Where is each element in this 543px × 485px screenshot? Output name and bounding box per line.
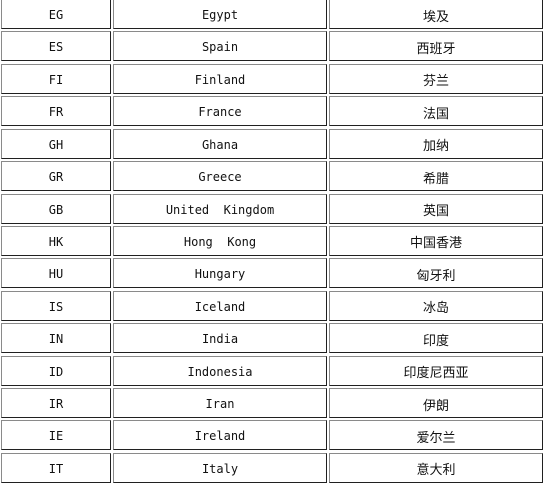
country-code-cell: HU xyxy=(1,258,111,289)
country-english-name-cell: Finland xyxy=(113,63,327,94)
country-english-name-cell: Iceland xyxy=(113,290,327,321)
country-english-name-cell: Egypt xyxy=(113,0,327,29)
country-chinese-name-cell: 伊朗 xyxy=(329,388,543,419)
country-code-cell: ES xyxy=(1,31,111,62)
country-english-name-cell: Ghana xyxy=(113,128,327,159)
country-code-cell: GH xyxy=(1,128,111,159)
country-english-name-cell: France xyxy=(113,96,327,127)
country-chinese-name-cell: 加纳 xyxy=(329,128,543,159)
country-code-cell: IE xyxy=(1,420,111,451)
country-chinese-name-cell: 冰岛 xyxy=(329,290,543,321)
country-english-name-cell: United Kingdom xyxy=(113,193,327,224)
country-code-cell: GR xyxy=(1,161,111,192)
country-code-cell: IS xyxy=(1,290,111,321)
country-chinese-name-cell: 芬兰 xyxy=(329,63,543,94)
country-english-name-cell: Iran xyxy=(113,388,327,419)
country-code-cell: IT xyxy=(1,452,111,483)
country-code-cell: EG xyxy=(1,0,111,29)
country-english-name-cell: Spain xyxy=(113,31,327,62)
country-english-name-cell: Ireland xyxy=(113,420,327,451)
country-chinese-name-cell: 意大利 xyxy=(329,452,543,483)
country-chinese-name-cell: 匈牙利 xyxy=(329,258,543,289)
country-chinese-name-cell: 英国 xyxy=(329,193,543,224)
country-code-cell: FR xyxy=(1,96,111,127)
country-english-name-cell: India xyxy=(113,323,327,354)
country-english-name-cell: Indonesia xyxy=(113,355,327,386)
country-chinese-name-cell: 西班牙 xyxy=(329,31,543,62)
country-code-cell: HK xyxy=(1,225,111,256)
country-english-name-cell: Italy xyxy=(113,452,327,483)
country-code-cell: IR xyxy=(1,388,111,419)
country-chinese-name-cell: 印度尼西亚 xyxy=(329,355,543,386)
country-chinese-name-cell: 埃及 xyxy=(329,0,543,29)
country-code-cell: ID xyxy=(1,355,111,386)
country-code-cell: IN xyxy=(1,323,111,354)
country-english-name-cell: Greece xyxy=(113,161,327,192)
country-code-cell: GB xyxy=(1,193,111,224)
country-english-name-cell: Hungary xyxy=(113,258,327,289)
country-chinese-name-cell: 爱尔兰 xyxy=(329,420,543,451)
country-chinese-name-cell: 中国香港 xyxy=(329,225,543,256)
country-chinese-name-cell: 法国 xyxy=(329,96,543,127)
country-english-name-cell: Hong Kong xyxy=(113,225,327,256)
country-code-cell: FI xyxy=(1,63,111,94)
country-chinese-name-cell: 希腊 xyxy=(329,161,543,192)
country-chinese-name-cell: 印度 xyxy=(329,323,543,354)
